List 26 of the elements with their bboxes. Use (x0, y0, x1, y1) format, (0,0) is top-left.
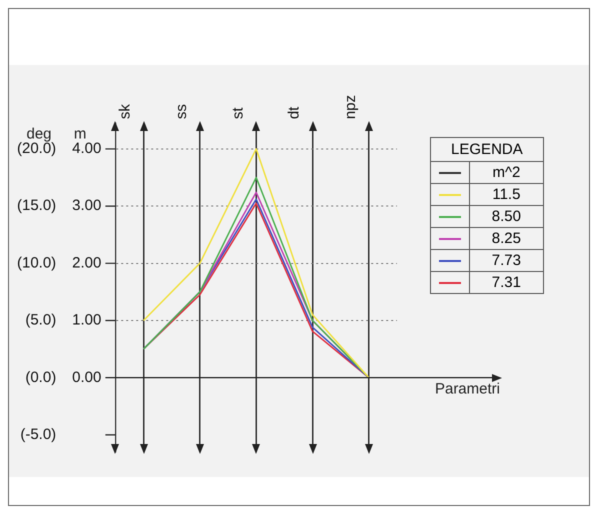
x-tick-label: dt (286, 106, 303, 120)
y2-axis-title: deg (26, 126, 52, 143)
x-tick-label: npz (342, 94, 359, 120)
y-tick-label: 3.00 (72, 197, 102, 214)
y2-tick-label: (15.0) (16, 197, 56, 214)
text: m^2 (469, 162, 544, 184)
y-tick-label: 4.00 (72, 140, 102, 158)
legend-label: 11.5 (469, 184, 544, 206)
legend-label: 7.73 (469, 250, 544, 272)
legend-label: 8.25 (469, 228, 544, 250)
y2-tick-label: (-5.0) (20, 426, 56, 443)
y-axis-title: m (74, 126, 86, 143)
x-axis-title: Parametri (434, 380, 500, 398)
x-tick-label: st (229, 106, 246, 120)
y2-tick-label: (5.0) (25, 312, 56, 329)
y2-tick-label: (10.0) (16, 254, 56, 272)
x-tick-label: ss (173, 104, 190, 120)
legend-title: LEGENDA (430, 138, 544, 162)
y2-tick-label: (20.0) (16, 140, 56, 158)
legend-label: 8.50 (469, 206, 544, 228)
y-tick-label: 1.00 (72, 312, 102, 329)
y2-tick-label: (0.0) (25, 368, 56, 386)
legend-label: 7.31 (469, 272, 544, 294)
y-tick-label: 2.00 (72, 254, 102, 272)
x-tick-label: sk (116, 104, 134, 120)
y-tick-label: 0.00 (72, 368, 102, 386)
